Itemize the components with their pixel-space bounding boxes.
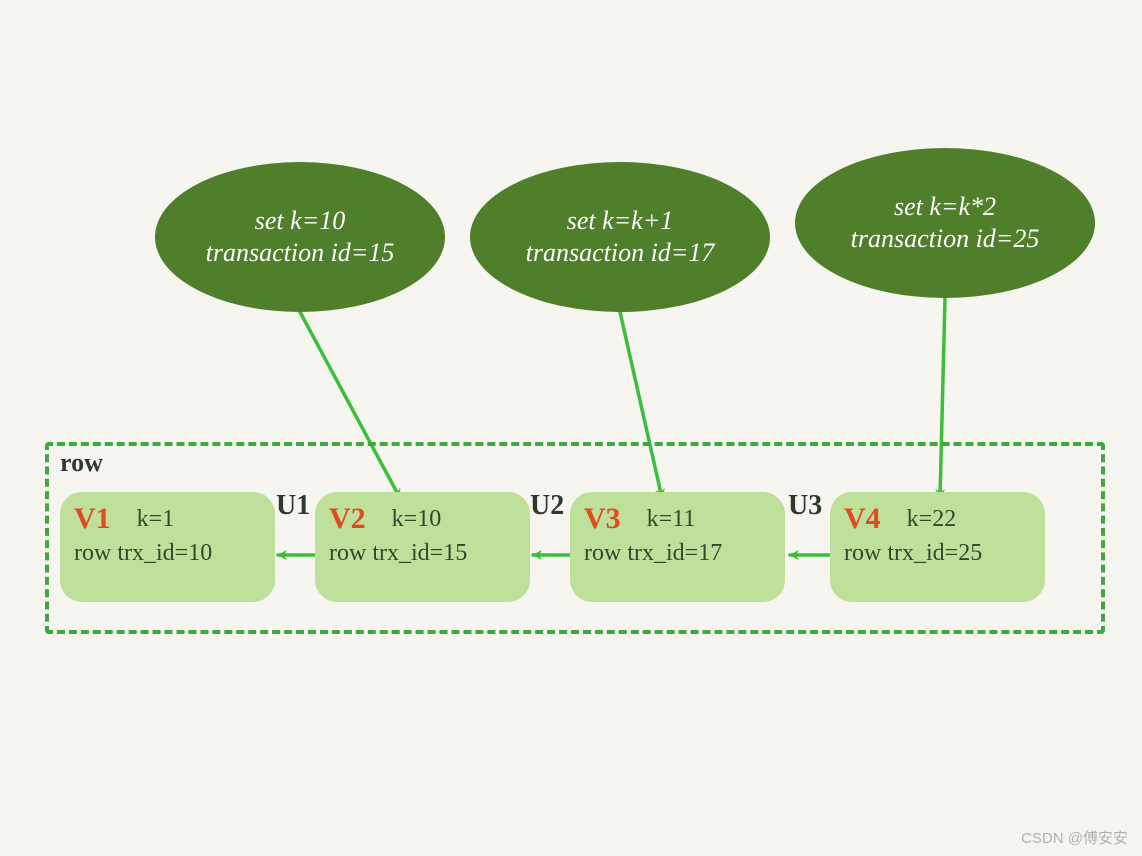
version-trx: row trx_id=15 [329,540,518,567]
row-label: row [60,448,103,478]
version-k: k=11 [647,506,696,533]
arrows-layer [0,0,1142,856]
transaction-ellipse-2: set k=k+1 transaction id=17 [470,162,770,312]
version-k: k=22 [907,506,957,533]
version-trx: row trx_id=17 [584,540,773,567]
transaction-ellipse-3: set k=k*2 transaction id=25 [795,148,1095,298]
watermark-text: CSDN @傅安安 [1021,827,1128,848]
version-label: V1 [74,502,111,536]
ellipse-line2: transaction id=15 [206,237,395,270]
version-box-v2: V2 k=10 row trx_id=15 [315,492,530,602]
diagram-canvas: set k=10 transaction id=15 set k=k+1 tra… [0,0,1142,856]
version-box-v1: V1 k=1 row trx_id=10 [60,492,275,602]
ellipse-line1: set k=10 [255,205,345,238]
version-k: k=1 [137,506,175,533]
undo-label-u1: U1 [276,490,310,522]
version-box-v3: V3 k=11 row trx_id=17 [570,492,785,602]
undo-label-u3: U3 [788,490,822,522]
ellipse-line1: set k=k+1 [567,205,674,238]
version-trx: row trx_id=10 [74,540,263,567]
version-label: V2 [329,502,366,536]
version-box-v4: V4 k=22 row trx_id=25 [830,492,1045,602]
transaction-ellipse-1: set k=10 transaction id=15 [155,162,445,312]
ellipse-line2: transaction id=17 [526,237,715,270]
ellipse-line2: transaction id=25 [851,223,1040,256]
undo-label-u2: U2 [530,490,564,522]
version-trx: row trx_id=25 [844,540,1033,567]
version-label: V3 [584,502,621,536]
ellipse-line1: set k=k*2 [894,191,996,224]
version-label: V4 [844,502,881,536]
version-k: k=10 [392,506,442,533]
